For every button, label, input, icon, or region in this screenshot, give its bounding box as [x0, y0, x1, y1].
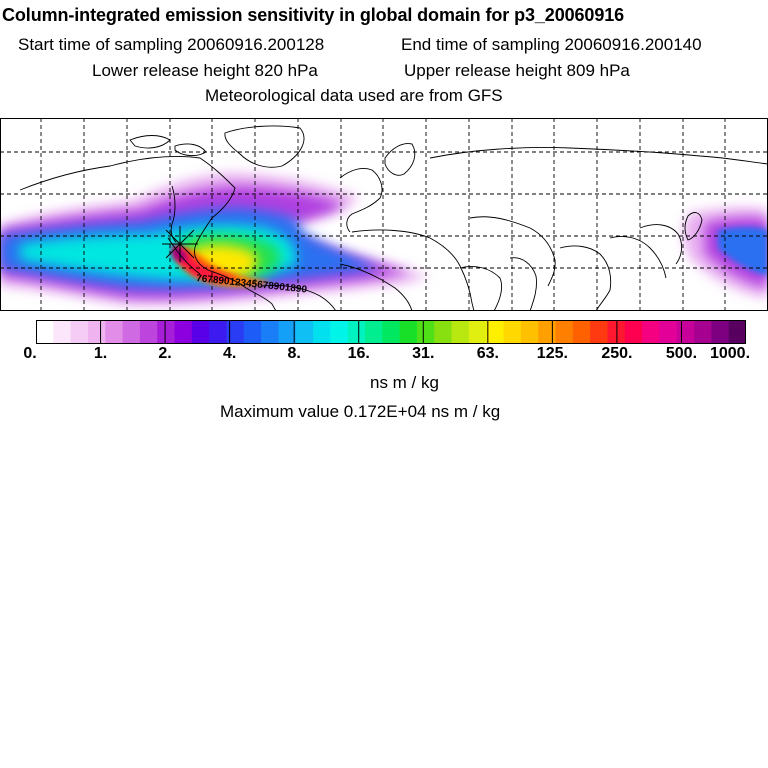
colorbar-cell [624, 320, 643, 344]
colorbar-ticks [100, 320, 682, 344]
met-data-text: Meteorological data used are from GFS [205, 86, 503, 105]
colorbar-cell [676, 320, 695, 344]
colorbar-cell [590, 320, 608, 344]
colorbar-cell [486, 320, 504, 344]
colorbar-tick-label: 31. [412, 345, 435, 362]
plot-title: Column-integrated emission sensitivity i… [2, 5, 625, 25]
lower-release-text: Lower release height 820 hPa [92, 61, 318, 80]
colorbar-cell [261, 320, 279, 344]
colorbar-tick-label: 8. [287, 345, 301, 362]
colorbar [36, 320, 746, 344]
colorbar-cell [87, 320, 106, 344]
colorbar-cell [122, 320, 141, 344]
colorbar-cell [139, 320, 158, 344]
colorbar-cell [572, 320, 591, 344]
colorbar-tick-label: 1. [93, 345, 108, 362]
maximum-value-text: Maximum value 0.172E+04 ns m / kg [220, 402, 501, 421]
sensitivity-map: 76789012345678901890 [0, 118, 768, 311]
colorbar-tick-label: 250. [601, 345, 633, 362]
colorbar-cell [711, 320, 730, 344]
start-sampling-text: Start time of sampling 20060916.200128 [18, 35, 325, 54]
colorbar-cell [555, 320, 574, 344]
star-release-icon [162, 226, 198, 262]
colorbar-unit-label: ns m / kg [370, 373, 439, 392]
colorbar-cell [53, 320, 72, 344]
colorbar-cell [226, 320, 245, 344]
colorbar-tick-label: 16. [347, 345, 370, 362]
colorbar-cell [209, 320, 227, 344]
colorbar-cell [503, 320, 522, 344]
upper-release-text: Upper release height 809 hPa [404, 61, 630, 80]
colorbar-cell [399, 320, 418, 344]
colorbar-cell [330, 320, 349, 344]
colorbar-cell [607, 320, 626, 344]
colorbar-cell [365, 320, 383, 344]
colorbar-cell [451, 320, 470, 344]
colorbar-cell [347, 320, 366, 344]
colorbar-cell [520, 320, 539, 344]
colorbar-cell [468, 320, 487, 344]
colorbar-tick-label: 1000. [709, 345, 751, 362]
end-sampling-text: End time of sampling 20060916.200140 [401, 35, 702, 54]
colorbar-cell [659, 320, 678, 344]
colorbar-cell [295, 320, 314, 344]
colorbar-cells [36, 320, 746, 344]
colorbar-cell [694, 320, 712, 344]
colorbar-cell [191, 320, 210, 344]
colorbar-tick-label: 2. [158, 345, 172, 362]
colorbar-cell [538, 320, 556, 344]
colorbar-cell [642, 320, 660, 344]
colorbar-cell [70, 320, 89, 344]
colorbar-cell [278, 320, 297, 344]
colorbar-cell [382, 320, 401, 344]
colorbar-frame [36, 320, 746, 344]
colorbar-cell [728, 320, 746, 344]
colorbar-cell [313, 320, 331, 344]
colorbar-tick-label: 4. [222, 345, 237, 362]
colorbar-cell [36, 320, 54, 344]
colorbar-cell [174, 320, 193, 344]
sensitivity-plume [0, 173, 768, 305]
colorbar-cell [416, 320, 435, 344]
colorbar-tick-label: 125. [536, 345, 568, 362]
colorbar-cell [243, 320, 262, 344]
colorbar-cell [434, 320, 453, 344]
colorbar-tick-label: 500. [665, 345, 698, 362]
colorbar-tick-label: 63. [476, 345, 499, 362]
colorbar-cell [157, 320, 175, 344]
colorbar-tick-label: 0. [23, 345, 37, 362]
lat-lon-grid [0, 118, 768, 311]
colorbar-cell [105, 320, 123, 344]
